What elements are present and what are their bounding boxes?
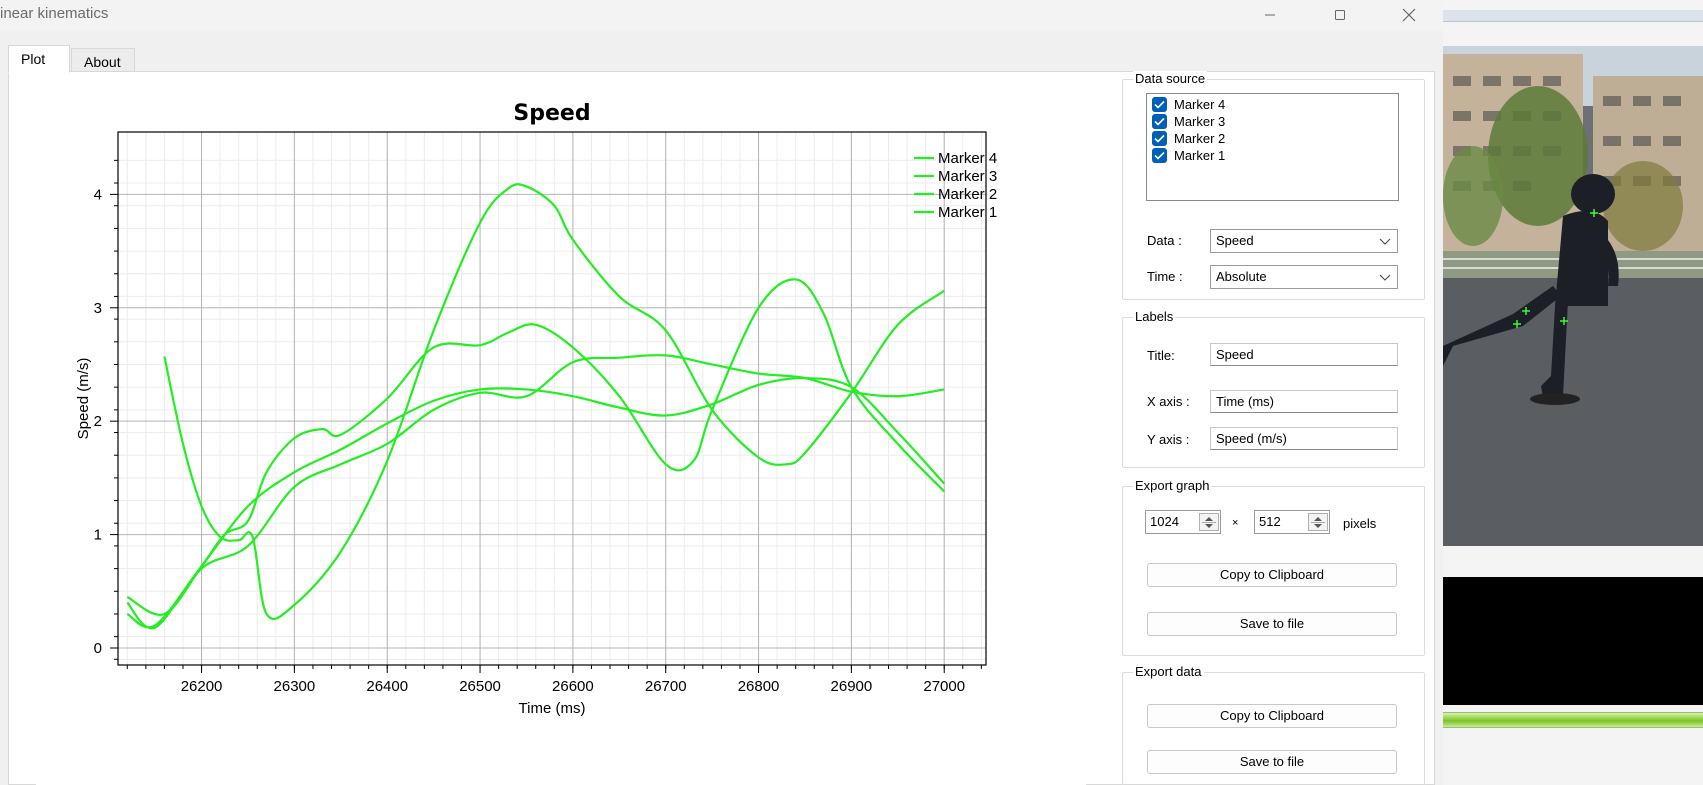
marker-listbox[interactable]: Marker 4 Marker 3 Marker 2 Marker 1: [1146, 93, 1399, 201]
x-tick-label: 26600: [552, 678, 594, 695]
video-scene-image: [1443, 46, 1703, 546]
x-tick-label: 26400: [366, 678, 408, 695]
labels-legend: Labels: [1133, 309, 1176, 324]
video-window-frame: [1443, 10, 1703, 22]
labels-group: Labels: [1122, 309, 1425, 468]
xaxis-field-label: X axis :: [1147, 394, 1190, 409]
x-tick-label: 26500: [459, 678, 501, 695]
yaxis-input[interactable]: Speed (m/s): [1210, 427, 1398, 450]
legend-label: Marker 3: [938, 168, 997, 185]
save-data-button[interactable]: Save to file: [1147, 750, 1397, 774]
plot-frame: [117, 131, 987, 666]
x-tick-label: 26700: [645, 678, 687, 695]
close-icon: [1402, 8, 1416, 22]
list-item[interactable]: Marker 2: [1152, 130, 1225, 147]
title-input[interactable]: Speed: [1210, 343, 1398, 366]
height-stepper[interactable]: 512: [1254, 510, 1330, 534]
data-label: Data :: [1147, 233, 1182, 248]
time-label: Time :: [1147, 269, 1183, 284]
series-line-2: [126, 354, 945, 630]
export-graph-group: Export graph: [1122, 478, 1425, 656]
data-select[interactable]: Speed: [1210, 229, 1398, 253]
chart-title: Speed: [513, 101, 590, 126]
video-frame[interactable]: [1443, 46, 1703, 546]
legend-label: Marker 2: [938, 186, 997, 203]
chevron-down-icon: [1379, 238, 1391, 245]
time-select[interactable]: Absolute: [1210, 265, 1398, 289]
stepper-arrows-icon[interactable]: [1308, 513, 1328, 531]
times-sign: ×: [1232, 517, 1239, 529]
tab-about[interactable]: About: [71, 48, 135, 72]
list-item[interactable]: Marker 3: [1152, 113, 1225, 130]
x-tick-label: 26800: [738, 678, 780, 695]
close-button[interactable]: [1386, 2, 1432, 28]
video-window: [1443, 0, 1703, 785]
marker-label: Marker 2: [1174, 131, 1226, 146]
video-timeline-bar[interactable]: [1443, 712, 1703, 728]
stepper-arrows-icon[interactable]: [1199, 513, 1219, 531]
marker-label: Marker 4: [1174, 97, 1226, 112]
copy-graph-button[interactable]: Copy to Clipboard: [1147, 563, 1397, 587]
x-tick-label: 26200: [181, 678, 223, 695]
copy-data-button[interactable]: Copy to Clipboard: [1147, 704, 1397, 728]
yaxis-field-label: Y axis :: [1147, 432, 1190, 447]
video-black-area: [1443, 577, 1703, 705]
x-tick-label: 27000: [923, 678, 965, 695]
speed-chart[interactable]: 26200 26300 26400 26500 26600 26700 26800 26900…: [36, 90, 1086, 785]
marker-label: Marker 3: [1174, 114, 1226, 129]
pixels-unit: pixels: [1343, 516, 1377, 531]
series-line-3: [126, 278, 946, 616]
x-tick-label: 26900: [831, 678, 873, 695]
data-source-legend: Data source: [1133, 71, 1208, 86]
y-tick-label: 0: [94, 640, 102, 657]
time-select-value: Absolute: [1216, 269, 1267, 284]
y-tick-label: 1: [94, 527, 102, 544]
marker-label: Marker 1: [1174, 148, 1226, 163]
data-select-value: Speed: [1216, 233, 1254, 248]
export-graph-legend: Export graph: [1133, 478, 1212, 493]
x-axis-label: Time (ms): [519, 700, 586, 717]
minimize-icon: [1265, 14, 1275, 16]
checkbox-checked-icon[interactable]: [1152, 114, 1167, 129]
maximize-button[interactable]: [1317, 2, 1363, 28]
chevron-down-icon: [1379, 274, 1391, 281]
width-value: 1024: [1150, 514, 1179, 529]
height-value: 512: [1259, 514, 1281, 529]
maximize-icon: [1335, 10, 1345, 20]
save-graph-button[interactable]: Save to file: [1147, 612, 1397, 636]
tab-plot[interactable]: Plot: [8, 45, 70, 73]
y-axis-label: Speed (m/s): [75, 358, 92, 440]
main-window: inear kinematics Plot About 26200 26300 26…: [0, 0, 1443, 785]
y-tick-label: 3: [94, 300, 102, 317]
export-data-group: Export data: [1122, 664, 1425, 785]
checkbox-checked-icon[interactable]: [1152, 97, 1167, 112]
width-stepper[interactable]: 1024: [1145, 510, 1221, 534]
xaxis-input[interactable]: Time (ms): [1210, 390, 1398, 413]
list-item[interactable]: Marker 4: [1152, 96, 1225, 113]
export-data-legend: Export data: [1133, 664, 1204, 679]
series-line-4: [163, 183, 945, 620]
data-source-group: Data source: [1122, 71, 1425, 300]
checkbox-checked-icon[interactable]: [1152, 148, 1167, 163]
legend-label: Marker 4: [938, 150, 997, 167]
y-tick-label: 2: [94, 413, 102, 430]
minimize-button[interactable]: [1247, 2, 1293, 28]
title-bar: inear kinematics: [0, 0, 1443, 30]
title-field-label: Title:: [1147, 348, 1175, 363]
window-title: inear kinematics: [0, 5, 109, 22]
x-tick-label: 26300: [274, 678, 316, 695]
legend-label: Marker 1: [938, 204, 997, 221]
y-tick-label: 4: [94, 186, 102, 203]
list-item[interactable]: Marker 1: [1152, 147, 1225, 164]
checkbox-checked-icon[interactable]: [1152, 131, 1167, 146]
